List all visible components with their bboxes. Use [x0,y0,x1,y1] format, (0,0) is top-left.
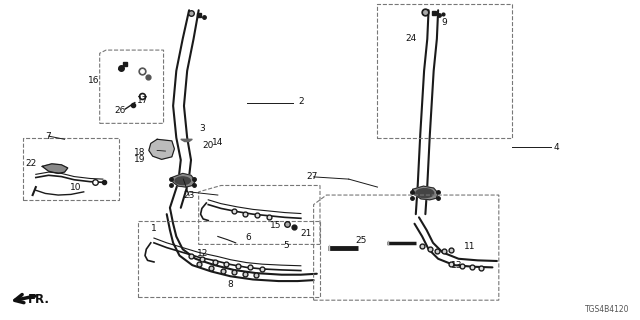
Polygon shape [413,186,438,200]
Text: 14: 14 [212,138,223,147]
Text: FR.: FR. [28,293,49,306]
Text: 13: 13 [451,261,463,270]
Text: 21: 21 [300,229,312,238]
Text: TGS4B4120: TGS4B4120 [585,305,630,314]
Polygon shape [172,173,195,187]
Polygon shape [180,139,192,141]
Text: 12: 12 [198,250,209,259]
Text: 8: 8 [228,280,234,289]
Text: 18: 18 [134,148,146,156]
Text: 20: 20 [202,140,214,149]
Text: 7: 7 [45,132,51,140]
Text: 3: 3 [200,124,205,133]
Text: 4: 4 [554,143,559,152]
Circle shape [416,189,434,197]
Polygon shape [149,139,174,159]
Text: 22: 22 [26,159,37,168]
Text: 23: 23 [184,191,195,200]
Text: 2: 2 [298,97,303,106]
Text: 1: 1 [151,224,157,233]
Text: 11: 11 [465,242,476,251]
Circle shape [175,177,190,185]
Text: 19: 19 [134,155,146,164]
Text: 6: 6 [246,233,252,242]
Text: 15: 15 [269,221,281,230]
Text: 24: 24 [406,35,417,44]
Text: 26: 26 [115,106,126,115]
Text: 16: 16 [88,76,99,85]
Text: 9: 9 [441,18,447,27]
Text: 27: 27 [306,172,317,181]
Text: 25: 25 [356,236,367,245]
Text: 10: 10 [70,183,82,192]
Text: 17: 17 [137,96,148,105]
Polygon shape [42,164,68,173]
Text: 5: 5 [284,241,289,250]
